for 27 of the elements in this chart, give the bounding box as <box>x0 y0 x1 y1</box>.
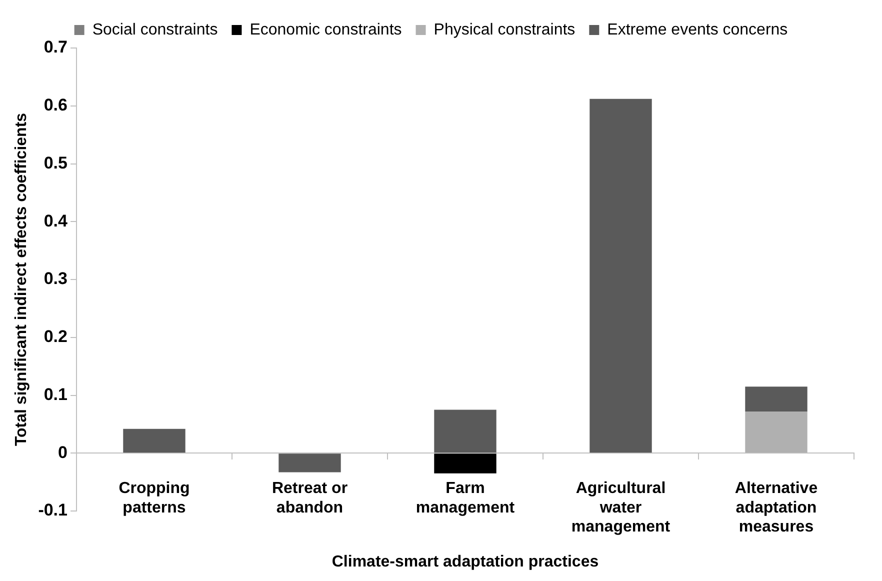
bar <box>590 98 652 453</box>
x-tick-label: Cropping patterns <box>118 480 190 516</box>
y-tick-label: 0.4 <box>44 211 68 230</box>
y-tick-label: 0.3 <box>44 269 68 288</box>
bar <box>123 428 186 453</box>
legend-label: Extreme events concerns <box>607 21 788 38</box>
bar <box>278 454 341 472</box>
y-tick-label: -0.1 <box>38 500 68 520</box>
legend-label: Social constraints <box>92 21 218 38</box>
x-tick-label: Alternative adaptation measures <box>734 480 818 536</box>
y-axis-title: Total significant indirect effects coefficients <box>13 112 30 446</box>
bar <box>434 410 496 453</box>
y-tick-label: 0.5 <box>44 153 68 172</box>
y-tick-label: 0 <box>58 442 68 462</box>
legend-label: Economic constraints <box>250 21 402 38</box>
bar <box>745 411 808 453</box>
y-tick-label: 0.7 <box>44 38 68 57</box>
x-axis-title: Climate-smart adaptation practices <box>332 553 599 570</box>
x-tick-label: Agricultural water management <box>571 480 671 536</box>
bar <box>434 454 496 474</box>
legend-label: Physical constraints <box>434 21 576 38</box>
y-tick-label: 0.2 <box>44 327 68 346</box>
bar <box>745 386 808 412</box>
y-tick-label: 0.6 <box>44 96 68 115</box>
x-tick-label: Retreat or abandon <box>272 480 348 516</box>
y-tick-label: 0.1 <box>44 384 68 404</box>
x-tick-label: Farm management <box>416 480 516 516</box>
